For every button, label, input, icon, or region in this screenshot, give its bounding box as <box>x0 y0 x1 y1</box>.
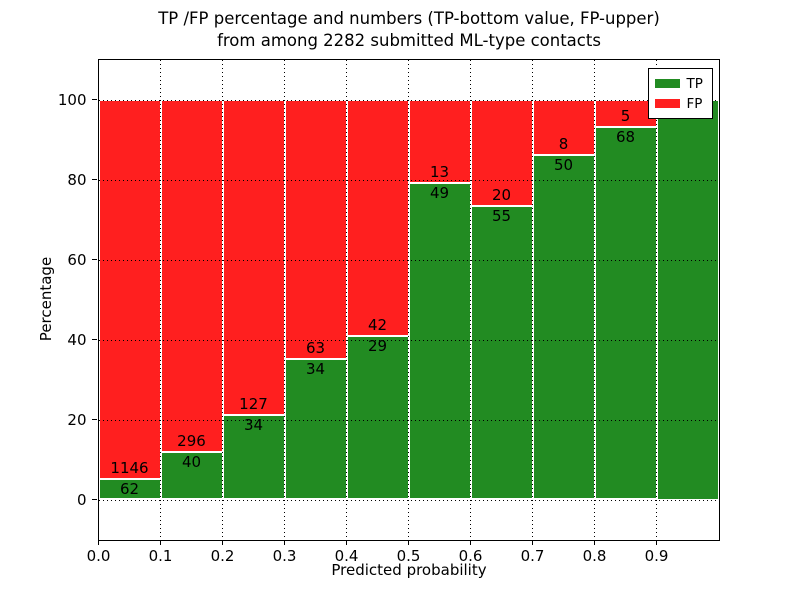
bar-label-tp: 29 <box>367 337 388 356</box>
y-tick <box>92 498 97 501</box>
bar-segment-fp <box>98 99 161 479</box>
bar-value-labels-layer: 1146622964012734633442291349205585056814… <box>99 60 719 540</box>
x-tick <box>407 539 410 545</box>
bar-segment-fp <box>594 99 657 127</box>
bar-label-tp: 68 <box>615 127 636 146</box>
bar-label-fp: 127 <box>239 395 268 414</box>
chart-title-line2: from among 2282 submitted ML-type contac… <box>217 31 601 50</box>
grid-line-horizontal <box>98 179 719 181</box>
legend-label: TP <box>686 75 703 92</box>
bar-segment-tp <box>222 415 285 500</box>
legend-swatch <box>654 99 680 108</box>
x-tick-label: 0.1 <box>148 546 173 565</box>
grid-line-vertical <box>160 59 161 540</box>
grid-line-vertical <box>656 59 657 540</box>
x-tick-label: 0.9 <box>644 546 669 565</box>
x-tick <box>469 539 472 545</box>
legend-item: FP <box>654 94 706 114</box>
grid-line-vertical <box>222 59 223 540</box>
y-tick-label: 0 <box>76 490 87 509</box>
x-tick-label: 0.4 <box>334 546 359 565</box>
x-tick <box>97 539 100 545</box>
bar-segment-fp <box>470 99 533 207</box>
x-tick-label: 0.3 <box>272 546 297 565</box>
x-tick-label: 0.7 <box>520 546 545 565</box>
grid-line-vertical <box>594 59 595 540</box>
chart-title-line1: TP /FP percentage and numbers (TP-bottom… <box>158 9 660 28</box>
x-tick-label: 0.0 <box>86 546 111 565</box>
ticks-layer: 0.0 0.1 0.2 0.3 0.4 0.5 0.6 0.7 0.8 0.9 0 20 40 60 80 1… <box>58 60 719 565</box>
bar-segment-tp <box>284 359 347 500</box>
bar-label-fp: 42 <box>367 316 388 335</box>
bar-label-tp: 55 <box>491 207 512 226</box>
bar-segment-tp <box>470 206 533 500</box>
bars-layer <box>98 60 719 540</box>
y-tick <box>92 98 97 101</box>
bar-segment-fp <box>160 99 223 452</box>
y-tick <box>92 178 97 181</box>
bar-segment-tp <box>160 451 223 500</box>
bar-label-fp: 8 <box>558 134 569 153</box>
legend-item: TP <box>654 74 706 94</box>
x-tick <box>221 539 224 545</box>
bar-label-fp: 296 <box>177 431 206 450</box>
x-tick-label: 0.8 <box>582 546 607 565</box>
grid-line-horizontal <box>98 419 719 421</box>
grid-line-vertical <box>284 59 285 540</box>
y-tick <box>92 258 97 261</box>
grid-line-horizontal <box>98 99 719 101</box>
x-tick-label: 0.6 <box>458 546 483 565</box>
grid-line-vertical <box>408 59 409 540</box>
grid-line-vertical <box>532 59 533 540</box>
bar-segment-tp <box>532 154 595 500</box>
bar-segment-tp <box>408 183 471 500</box>
legend-label: FP <box>686 95 703 112</box>
y-tick-label: 80 <box>67 170 87 189</box>
plot-area: 1146622964012734633442291349205585056814… <box>58 58 720 565</box>
x-tick <box>593 539 596 545</box>
bar-segment-fp <box>222 99 285 416</box>
x-tick <box>345 539 348 545</box>
grid-line-vertical <box>346 59 347 540</box>
bar-label-fp: 13 <box>429 163 450 182</box>
bar-label-fp: 1146 <box>110 458 149 477</box>
grid-line-horizontal <box>98 259 719 261</box>
bar-label-tp: 50 <box>553 155 574 174</box>
x-tick <box>283 539 286 545</box>
y-tick <box>92 338 97 341</box>
y-tick-label: 100 <box>57 90 87 109</box>
y-tick-label: 40 <box>67 330 87 349</box>
bar-segment-tp <box>656 99 719 500</box>
bar-label-fp: 20 <box>491 186 512 205</box>
bar-label-tp: 34 <box>243 416 264 435</box>
x-axis-label: Predicted probability <box>331 561 487 579</box>
grid-line-vertical <box>470 59 471 540</box>
bar-label-tp: 34 <box>305 360 326 379</box>
grid-line-horizontal <box>98 339 719 341</box>
bar-label-tp: 40 <box>181 452 202 471</box>
bar-segment-fp <box>532 99 595 155</box>
bar-label-tp: 62 <box>119 479 140 498</box>
bar-label-fp: 63 <box>305 339 326 358</box>
bar-segment-tp <box>594 126 657 500</box>
bar-label-tp: 49 <box>429 184 450 203</box>
x-tick <box>655 539 658 545</box>
x-tick-label: 0.2 <box>210 546 235 565</box>
grid-layer <box>98 59 719 540</box>
bar-label-fp: 5 <box>620 106 631 125</box>
y-tick-label: 60 <box>67 250 87 269</box>
x-tick-label: 0.5 <box>396 546 421 565</box>
y-tick <box>92 418 97 421</box>
bar-segment-tp <box>346 336 409 500</box>
grid-line-horizontal <box>98 499 719 501</box>
legend: TP FP <box>647 67 713 119</box>
legend-swatch <box>654 79 680 88</box>
x-tick <box>159 539 162 545</box>
y-tick-label: 20 <box>67 410 87 429</box>
y-axis-label: Percentage <box>37 256 55 342</box>
x-tick <box>531 539 534 545</box>
